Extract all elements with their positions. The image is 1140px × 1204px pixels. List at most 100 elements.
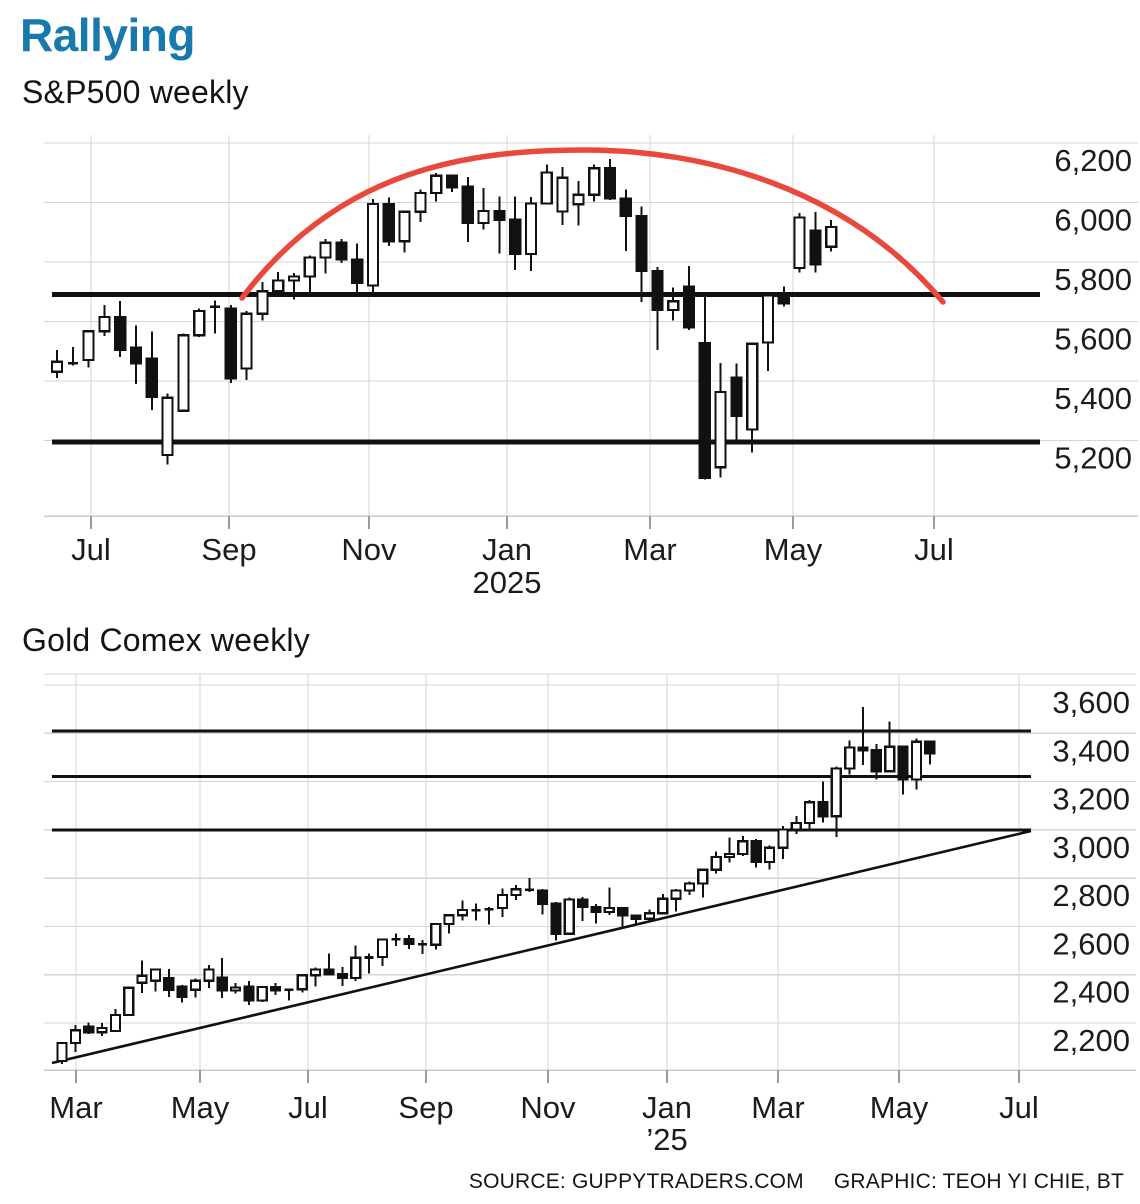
year-label: ’25 — [646, 1122, 687, 1157]
candle — [563, 897, 575, 935]
candle — [224, 304, 237, 383]
candle-body — [667, 300, 680, 311]
candle — [670, 889, 682, 912]
y-axis-label: 3,400 — [1052, 733, 1130, 768]
x-axis-label: Mar — [751, 1090, 804, 1125]
chart-gold-comex-weekly: 3,600 3,400 3,200 3,000 2,800 2,600 2,400 2,200… — [44, 673, 1136, 1157]
candle — [683, 881, 696, 896]
candle — [657, 893, 669, 915]
y-axis-label: 5,600 — [1054, 322, 1132, 357]
candle — [763, 845, 776, 870]
candle-body — [697, 868, 709, 885]
candle-body — [857, 746, 869, 752]
candle — [256, 985, 268, 1002]
candle-body — [376, 938, 388, 959]
candle — [723, 837, 736, 863]
page-title: Rallying — [20, 9, 195, 61]
candle-body — [82, 330, 95, 361]
candle — [572, 180, 585, 226]
x-axis-label: Jul — [914, 532, 954, 567]
candle — [403, 935, 415, 950]
candle — [870, 744, 882, 780]
y-axis-label: 2,800 — [1052, 878, 1130, 913]
candle-body — [176, 985, 188, 999]
candle-body — [240, 312, 253, 370]
candle-body — [730, 376, 743, 417]
candle — [136, 960, 148, 993]
candle-body — [69, 1029, 81, 1045]
gold-chart-title: Gold Comex weekly — [22, 622, 310, 658]
candle-body — [793, 216, 806, 270]
candle — [149, 968, 162, 992]
candle-body — [509, 218, 522, 256]
candle-body — [603, 167, 617, 200]
candle — [83, 1022, 95, 1034]
candle-body — [461, 185, 474, 225]
candle — [256, 281, 269, 321]
candle — [430, 922, 442, 950]
candle — [496, 888, 509, 917]
trendline — [51, 829, 1032, 1065]
candle-body — [710, 856, 722, 871]
candle-body — [414, 191, 427, 213]
candle-body — [635, 214, 648, 273]
candle — [635, 206, 648, 302]
candle — [319, 238, 332, 274]
candle-body — [830, 767, 842, 818]
candle-body — [884, 745, 896, 773]
candle — [710, 851, 722, 874]
candle — [577, 897, 589, 922]
y-axis-label: 3,200 — [1052, 782, 1130, 817]
candle — [376, 938, 388, 966]
candle-body — [256, 985, 268, 1002]
x-axis-label: Nov — [341, 532, 397, 567]
candle — [746, 342, 759, 453]
candle — [509, 196, 522, 271]
candle — [809, 212, 822, 273]
x-axis-label: Mar — [623, 532, 676, 567]
candle — [176, 984, 188, 1003]
candle — [630, 914, 642, 925]
candle — [510, 884, 522, 901]
candle-body — [910, 740, 923, 781]
candle — [844, 740, 856, 775]
candle-body — [777, 828, 789, 849]
candle-body — [803, 801, 816, 825]
candle-body — [403, 937, 415, 946]
candle — [296, 974, 308, 993]
candle — [830, 766, 842, 838]
candle-body — [296, 974, 308, 991]
candle — [163, 968, 175, 998]
candle — [382, 197, 395, 247]
candle — [910, 738, 923, 790]
source-text: SOURCE: GUPPYTRADERS.COM — [468, 1170, 804, 1193]
candle — [287, 273, 301, 300]
candle-body — [761, 294, 775, 344]
candle-body — [617, 906, 629, 917]
y-axis-label: 2,200 — [1052, 1023, 1130, 1058]
candle — [825, 220, 838, 252]
candle — [335, 238, 348, 263]
candle-body — [536, 889, 549, 905]
candle — [697, 868, 709, 898]
candle — [714, 363, 727, 478]
candle — [229, 982, 242, 994]
x-axis-label: Jul — [999, 1090, 1039, 1125]
candle — [96, 1023, 108, 1037]
candle — [761, 291, 775, 372]
candle-body — [817, 801, 829, 818]
candle — [123, 986, 135, 1017]
candle — [730, 363, 743, 444]
candle-body — [683, 882, 696, 892]
candle — [857, 706, 869, 766]
candle-body — [924, 740, 936, 755]
candle-body — [335, 241, 348, 261]
candle — [50, 349, 64, 379]
candle — [336, 966, 348, 987]
y-axis-label: 3,000 — [1052, 830, 1130, 865]
candle — [682, 265, 696, 330]
candle-body — [844, 746, 856, 770]
candle — [203, 965, 215, 988]
candle — [619, 189, 632, 251]
